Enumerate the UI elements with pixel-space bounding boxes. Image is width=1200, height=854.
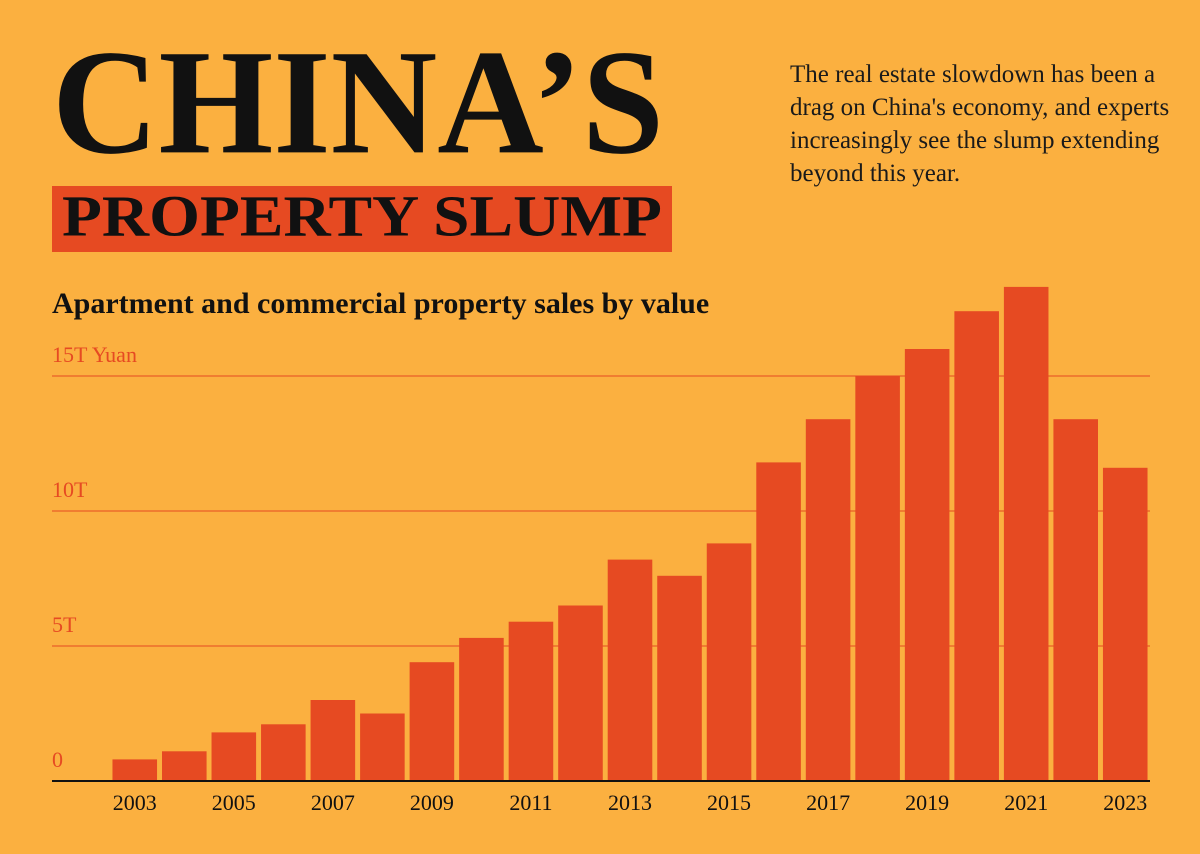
- bar: [706, 543, 752, 781]
- x-tick-label: 2005: [212, 790, 256, 815]
- chart-title: Apartment and commercial property sales …: [52, 287, 709, 320]
- bar: [211, 732, 257, 781]
- main-title: CHINA’S: [52, 19, 664, 185]
- bar: [558, 605, 603, 781]
- bar: [112, 759, 158, 781]
- bar: [459, 637, 504, 781]
- y-tick-label: 10T: [52, 477, 88, 502]
- bar: [805, 419, 851, 781]
- x-tick-label: 2019: [905, 790, 949, 815]
- y-tick-label: 0: [52, 747, 63, 772]
- bar: [310, 700, 356, 781]
- y-tick-label: 5T: [52, 612, 77, 637]
- y-tick-label: 15T Yuan: [52, 342, 137, 367]
- bar: [409, 662, 455, 781]
- bar: [756, 462, 801, 781]
- x-tick-label: 2009: [410, 790, 454, 815]
- x-tick-label: 2023: [1103, 790, 1147, 815]
- title-highlight-box: [52, 186, 672, 252]
- x-tick-label: 2007: [311, 790, 355, 815]
- bar: [261, 724, 306, 781]
- bar: [360, 713, 405, 781]
- bar: [904, 349, 950, 781]
- bar: [657, 575, 702, 781]
- bar: [855, 376, 900, 781]
- x-tick-label: 2011: [509, 790, 552, 815]
- title-highlight: PROPERTY SLUMP: [62, 183, 662, 248]
- bar: [1003, 286, 1049, 781]
- bar: [607, 559, 653, 781]
- bar: [1102, 467, 1148, 781]
- x-tick-label: 2015: [707, 790, 751, 815]
- bar: [508, 621, 554, 781]
- bar: [162, 751, 207, 781]
- x-tick-label: 2003: [113, 790, 157, 815]
- x-tick-label: 2021: [1004, 790, 1048, 815]
- bar: [1053, 419, 1098, 781]
- x-tick-label: 2017: [806, 790, 850, 815]
- description: The real estate slowdown has been a drag…: [790, 61, 1170, 187]
- bar: [954, 311, 999, 781]
- x-tick-label: 2013: [608, 790, 652, 815]
